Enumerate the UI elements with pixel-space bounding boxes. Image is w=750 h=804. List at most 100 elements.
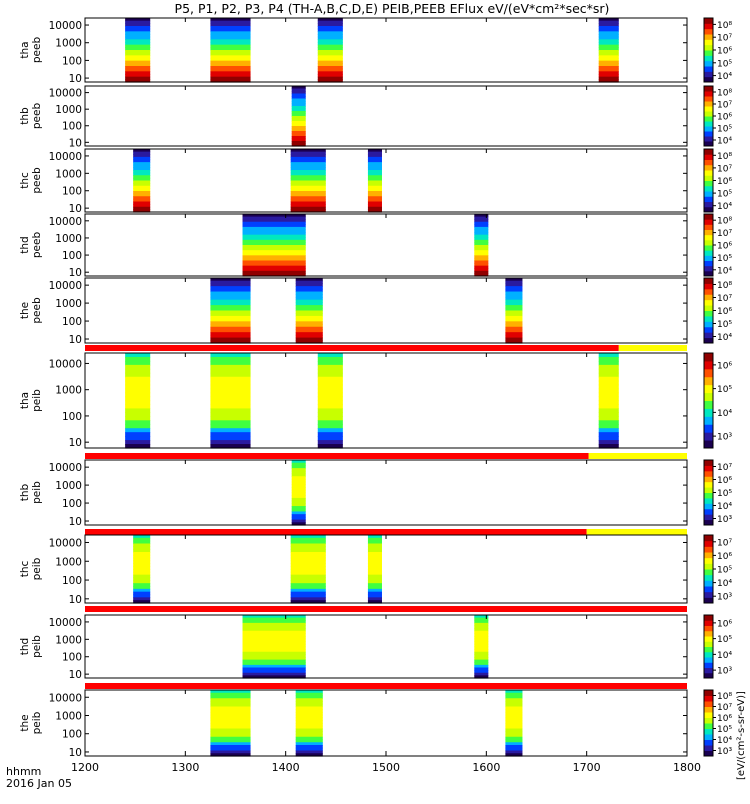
colorbar-swatch xyxy=(704,591,713,598)
spectrum-cell xyxy=(210,753,251,757)
colorbar-swatch xyxy=(704,368,713,378)
spectrum-cell xyxy=(290,586,326,590)
spectrum-cell xyxy=(295,326,323,331)
spectrum-cell xyxy=(210,44,251,48)
spectrum-cell xyxy=(474,229,489,233)
colorbar-tick-label: 10⁴ xyxy=(717,333,732,343)
spectrum-cell xyxy=(295,283,323,287)
colorbar-tick-label: 10⁶ xyxy=(717,177,732,187)
panel-8: 10 100 1000 10000 thdpeib 10³ 10⁴ 10⁵ 10⁶ xyxy=(19,606,732,681)
colorbar-tick-label: 10⁴ xyxy=(717,736,732,746)
spectrum-cell xyxy=(242,617,306,621)
panel-label: thepeib xyxy=(19,711,43,734)
spectrum-cell xyxy=(598,50,619,54)
quality-bar-red xyxy=(85,345,619,351)
spectrum-cell xyxy=(505,750,523,754)
colorbar-tick-label: 10⁵ xyxy=(717,320,732,330)
colorbar-swatch xyxy=(704,487,713,493)
spectrum-cell xyxy=(290,591,326,596)
spectrum-cell xyxy=(210,340,251,344)
spectrum-cell xyxy=(505,329,523,333)
spectrum-cell xyxy=(367,557,382,562)
spectrum-cell xyxy=(317,404,343,410)
spectrum-cell xyxy=(125,440,151,445)
spectrum-cell xyxy=(210,380,251,386)
spectrum-cell xyxy=(505,706,523,710)
spectrum-cell xyxy=(367,206,382,210)
spectrum-cell xyxy=(474,263,489,267)
spectrum-cell xyxy=(210,42,251,46)
spectrum-cell xyxy=(290,566,326,570)
colorbar-swatch xyxy=(704,60,713,67)
spectrum-cell xyxy=(133,563,151,567)
spectrum-cell xyxy=(125,380,151,386)
colorbar-swatch xyxy=(704,255,713,261)
colorbar-swatch xyxy=(704,580,713,587)
spectrum-cell xyxy=(125,74,151,78)
spectrum-cell xyxy=(290,540,326,545)
spectrum-cell xyxy=(474,226,489,231)
spectrum-cell xyxy=(125,71,151,75)
colorbar-tick-label: 10⁸ xyxy=(717,281,732,291)
spectrum-cell xyxy=(291,131,306,135)
colorbar-swatch xyxy=(704,34,713,40)
spectrum-cell xyxy=(291,514,306,518)
colorbar-swatch xyxy=(704,723,713,729)
colorbar-swatch xyxy=(704,321,713,328)
spectrum-cell xyxy=(290,577,326,581)
x-tick-label: 1700 xyxy=(573,761,601,774)
spectrum-cell xyxy=(295,324,323,328)
spectrum-cell xyxy=(210,731,251,735)
spectrum-cell xyxy=(125,392,151,398)
spectrum-cell xyxy=(242,216,306,220)
colorbar-swatch xyxy=(704,481,713,488)
spectrum-cell xyxy=(210,26,251,30)
colorbar-swatch xyxy=(704,224,713,230)
panel-0: 10 100 1000 10000 thapeeb 10⁴ 10⁵ 10⁶ 10⁷ 10⁸ xyxy=(19,17,732,85)
spectrum-cell xyxy=(291,470,306,475)
spectrum-cell xyxy=(291,93,306,97)
spectrum-cell xyxy=(290,201,326,205)
spectrum-cell xyxy=(242,263,306,267)
colorbar-tick-label: 10⁶ xyxy=(717,242,732,252)
spectrum-cell xyxy=(125,353,151,358)
spectrum-cell xyxy=(125,23,151,27)
spectrum-cell xyxy=(210,416,251,421)
spectrum-cell xyxy=(290,600,326,604)
colorbar-tick-label: 10⁴ xyxy=(717,651,732,661)
spectrum-cell xyxy=(242,242,306,246)
colorbar-tick-label: 10⁷ xyxy=(717,34,732,44)
spectrum-cell xyxy=(317,400,343,406)
spectrum-cell xyxy=(125,31,151,35)
colorbar-swatch xyxy=(704,111,713,117)
spectrum-cell xyxy=(210,315,251,320)
spectrum-cell xyxy=(598,28,619,32)
colorbar-swatch xyxy=(704,164,713,171)
colorbar-swatch xyxy=(704,563,713,570)
spectrum-cell xyxy=(290,191,326,195)
spectrum-cell xyxy=(295,745,323,749)
colorbar-swatch xyxy=(704,66,713,72)
spectrum-cell xyxy=(505,288,523,293)
spectrum-cell xyxy=(290,185,326,189)
spectrum-cell xyxy=(505,291,523,295)
colorbar-swatch xyxy=(704,270,713,277)
spectrum-cell xyxy=(505,302,523,306)
spectrum-cell xyxy=(125,20,151,24)
spectrum-cell xyxy=(290,177,326,182)
spectrum-cell xyxy=(210,294,251,298)
spectrum-cell xyxy=(291,516,306,521)
colorbar-tick-label: 10⁴ xyxy=(717,502,732,512)
colorbar-swatch xyxy=(704,657,713,663)
y-tick-label: 10000 xyxy=(49,280,82,292)
spectrum-cell xyxy=(474,670,489,674)
spectrum-cell xyxy=(210,739,251,743)
spectrum-cell xyxy=(598,23,619,27)
spectrum-cell xyxy=(133,201,151,205)
spectrum-cell xyxy=(317,79,343,83)
colorbar: 10³ 10⁴ 10⁵ 10⁶ xyxy=(703,352,732,449)
spectrum-cell xyxy=(133,154,151,158)
spectrum-cell xyxy=(125,444,151,449)
spectrum-cell xyxy=(367,164,382,168)
spectrum-cell xyxy=(367,591,382,596)
